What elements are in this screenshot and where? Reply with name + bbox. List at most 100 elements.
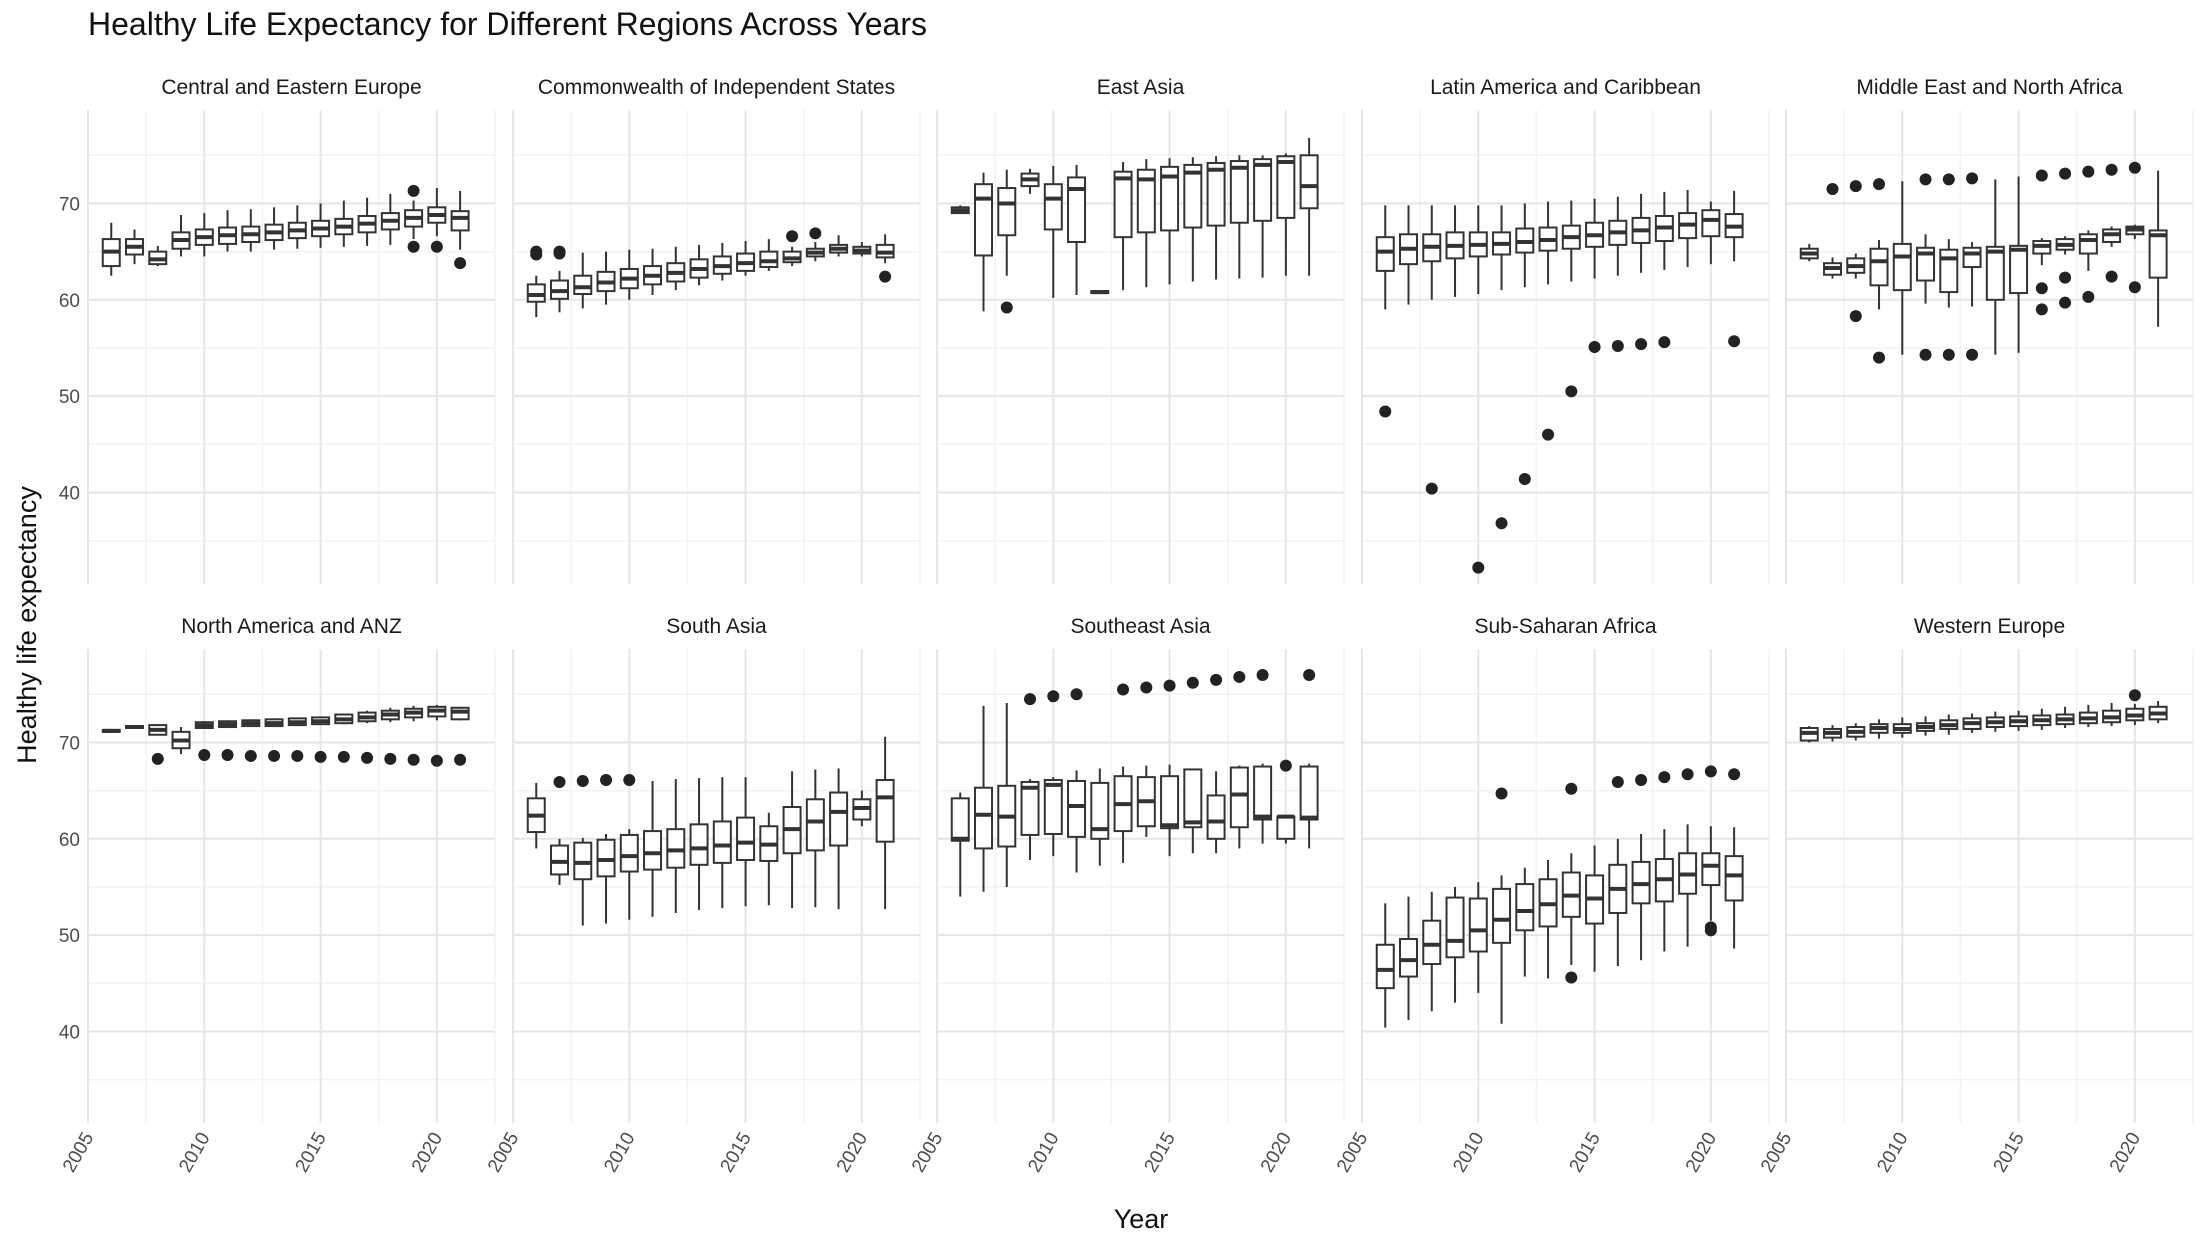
box-2006 [1799,726,1819,743]
box-2015 [311,203,331,248]
box-iqr [950,797,970,842]
outlier-point [407,240,420,253]
box-2007 [1399,896,1419,1020]
box-iqr [1515,883,1535,932]
outlier-point [291,749,304,762]
outlier-point [2105,163,2118,176]
panel-central-and-eastern-europe: Central and Eastern Europe 40 50 60 70 [59,76,496,584]
box-iqr [1229,766,1249,829]
box-2008 [1422,891,1442,1012]
box-2009 [171,215,191,257]
outlier-point [1518,472,1531,485]
box-2013 [1962,713,1982,733]
box-2014 [1136,681,1156,837]
box-2021 [2148,170,2168,327]
box-2017 [1631,774,1651,961]
panel-latin-america-and-caribbean: Latin America and Caribbean [1361,76,1770,584]
outlier-point [244,749,257,762]
box-2008 [573,252,593,309]
box-iqr [1985,245,2005,301]
x-tick-label: 2015 [717,1129,756,1176]
box-iqr [689,823,709,866]
box-iqr [805,798,825,852]
panel-south-asia: South Asia 2005 2010 2015 2020 [484,615,921,1176]
box-2017 [1206,673,1226,854]
box-2020 [852,790,872,827]
box-2015 [736,777,756,907]
outlier-point [2128,161,2141,174]
box-iqr [1422,919,1442,966]
box-2016 [1608,196,1628,353]
box-iqr [1160,165,1180,232]
outlier-point [1565,385,1578,398]
box-2021 [1299,137,1319,276]
box-2007 [550,245,570,313]
panel-east-asia: East Asia [936,76,1345,584]
box-2021 [1724,190,1744,348]
box-iqr [1916,246,1936,282]
outlier-point [2059,271,2072,284]
box-2015 [736,241,756,276]
outlier-point [1942,348,1955,361]
box-2008 [1846,723,1866,741]
box-2016 [759,239,779,271]
box-2009 [1445,205,1465,297]
outlier-point [1826,183,1839,195]
box-2006 [950,792,970,897]
box-2019 [1253,155,1273,278]
box-2013 [689,778,709,911]
outlier-point [1495,517,1508,530]
y-tick-label: 40 [59,483,80,504]
outlier-point [2082,290,2095,303]
x-tick-label: 2015 [1990,1129,2029,1176]
box-2011 [1916,173,1936,361]
box-iqr [1375,943,1395,990]
box-2015 [1160,679,1180,857]
box-2009 [1020,168,1040,194]
outlier-point [1849,180,1862,193]
outlier-point [1966,348,1979,361]
outlier-point [2059,167,2072,180]
box-iqr [619,833,639,873]
box-2014 [287,717,307,762]
outlier-point [1611,340,1624,353]
box-2011 [218,720,238,761]
outlier-point [1728,335,1741,348]
box-2012 [241,209,261,252]
x-tick-label: 2015 [1141,1129,1180,1176]
box-2013 [1113,683,1133,863]
box-2012 [1515,203,1535,485]
x-tick-label: 2020 [1682,1129,1721,1176]
facet-strip-label: Commonwealth of Independent States [538,76,895,99]
facet-strip-label: Western Europe [1914,615,2065,638]
outlier-point [1070,688,1083,701]
box-2015 [1160,158,1180,285]
x-tick-label: 2020 [1257,1129,1296,1176]
box-2011 [1916,716,1936,736]
outlier-point [198,748,211,761]
box-2017 [782,230,802,267]
box-iqr [1892,242,1912,292]
box-2018 [2078,704,2098,728]
box-2019 [1678,189,1698,268]
box-2007 [1399,205,1419,305]
box-2008 [573,774,593,926]
box-2021 [1299,669,1319,849]
x-tick-label: 2020 [408,1129,447,1176]
box-iqr [997,187,1017,237]
outlier-point [1117,683,1130,696]
box-2014 [712,777,732,909]
outlier-point [1728,768,1741,781]
outlier-point [623,774,636,787]
box-2011 [1492,787,1512,1024]
box-2007 [125,725,145,730]
box-2015 [1585,845,1605,972]
box-2010 [1892,181,1912,355]
box-2017 [2055,167,2075,309]
facet-strip-label: Central and Eastern Europe [161,76,421,99]
box-2016 [1608,775,1628,966]
box-2017 [782,771,802,909]
outlier-point [879,270,892,283]
outlier-point [1966,172,1979,185]
outlier-point [2128,281,2141,294]
